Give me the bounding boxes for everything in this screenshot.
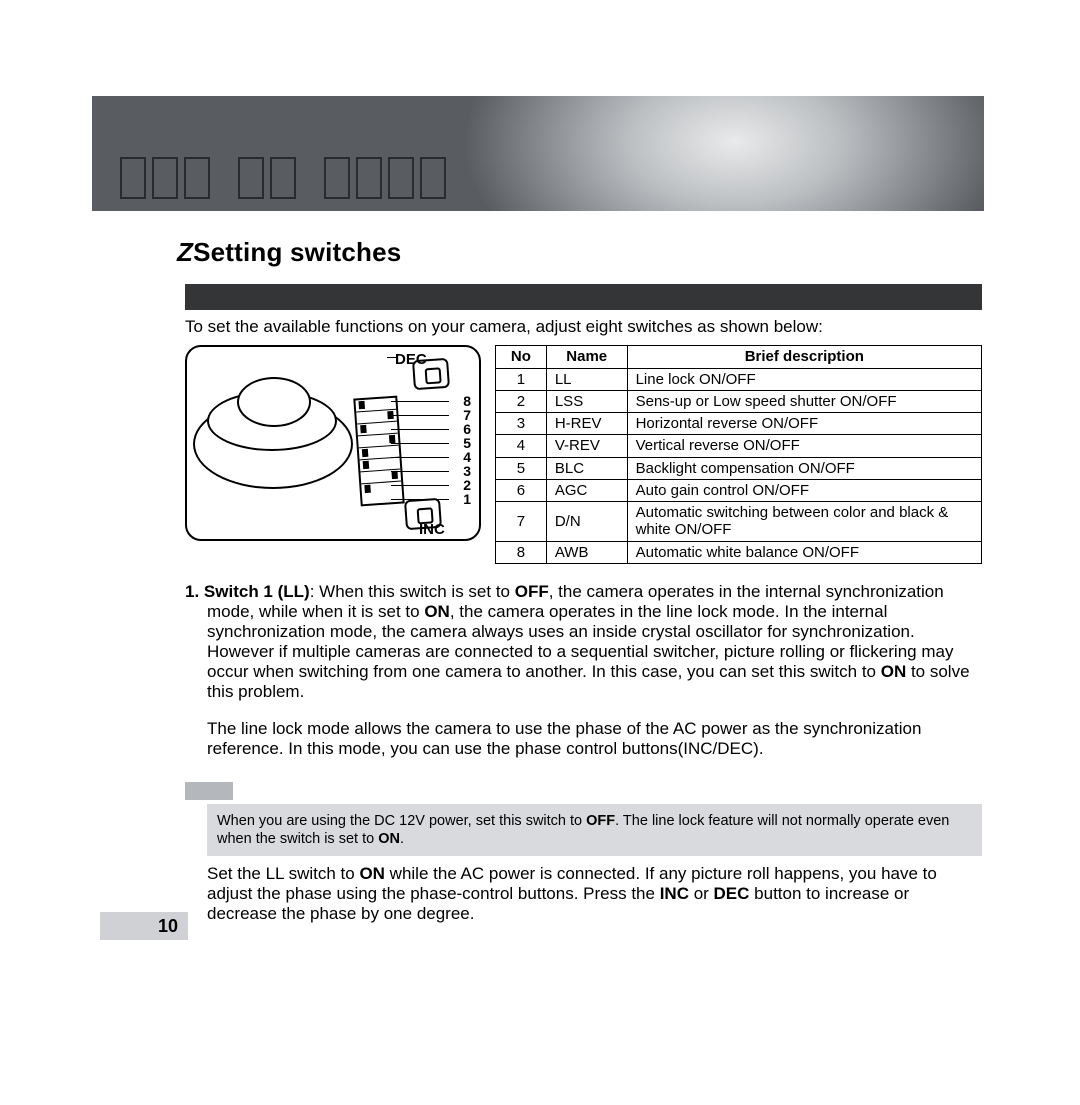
cell-name: H-REV — [546, 413, 627, 435]
header-banner — [92, 96, 984, 211]
note-off: OFF — [586, 813, 615, 829]
table-row: 3H-REVHorizontal reverse ON/OFF — [496, 413, 982, 435]
section-title-text: Setting switches — [193, 237, 401, 267]
table-row: 2LSSSens-up or Low speed shutter ON/OFF — [496, 390, 982, 412]
cell-desc: Auto gain control ON/OFF — [627, 479, 981, 501]
cell-name: AGC — [546, 479, 627, 501]
switch-figure: DEC INC 8 7 6 5 4 3 2 1 — [185, 345, 481, 541]
col-desc: Brief description — [627, 346, 981, 368]
section-subhead-bar — [185, 284, 982, 310]
intro-text: To set the available functions on your c… — [185, 316, 982, 337]
cell-name: LL — [546, 368, 627, 390]
note-on: ON — [378, 831, 400, 847]
table-row: 5BLCBacklight compensation ON/OFF — [496, 457, 982, 479]
page-number-value: 10 — [158, 916, 178, 937]
cell-name: D/N — [546, 502, 627, 542]
cell-name: AWB — [546, 541, 627, 563]
inc-label: INC — [419, 521, 445, 538]
item-number: 1. — [185, 582, 199, 601]
cell-no: 5 — [496, 457, 547, 479]
off-1: OFF — [515, 582, 549, 601]
p1a: : When this switch is set to — [310, 582, 515, 601]
table-row: 8AWBAutomatic white balance ON/OFF — [496, 541, 982, 563]
header-title-glyphs — [120, 157, 452, 199]
cell-desc: Line lock ON/OFF — [627, 368, 981, 390]
cell-name: LSS — [546, 390, 627, 412]
on-1: ON — [424, 602, 450, 621]
cell-desc: Horizontal reverse ON/OFF — [627, 413, 981, 435]
p2: The line lock mode allows the camera to … — [185, 719, 982, 759]
col-no: No — [496, 346, 547, 368]
note-a: When you are using the DC 12V power, set… — [217, 813, 586, 829]
note-box: When you are using the DC 12V power, set… — [207, 804, 982, 856]
fig-num-1: 1 — [463, 491, 471, 507]
note-c: . — [400, 831, 404, 847]
cell-no: 7 — [496, 502, 547, 542]
cell-no: 8 — [496, 541, 547, 563]
cell-desc: Automatic switching between color and bl… — [627, 502, 981, 542]
page-number: 10 — [100, 912, 188, 940]
an-inc: INC — [660, 884, 689, 903]
cell-desc: Backlight compensation ON/OFF — [627, 457, 981, 479]
table-row: 1LLLine lock ON/OFF — [496, 368, 982, 390]
switch-table: No Name Brief description 1LLLine lock O… — [495, 345, 982, 564]
cell-name: BLC — [546, 457, 627, 479]
note-tab — [185, 782, 233, 800]
an-a: Set the LL switch to — [207, 864, 359, 883]
cell-name: V-REV — [546, 435, 627, 457]
cell-no: 2 — [496, 390, 547, 412]
cell-no: 6 — [496, 479, 547, 501]
table-header-row: No Name Brief description — [496, 346, 982, 368]
dec-label: DEC — [395, 351, 427, 368]
an-dec: DEC — [714, 884, 750, 903]
section-title: ZSetting switches — [177, 237, 982, 268]
table-row: 4V-REVVertical reverse ON/OFF — [496, 435, 982, 457]
cell-desc: Automatic white balance ON/OFF — [627, 541, 981, 563]
cell-desc: Sens-up or Low speed shutter ON/OFF — [627, 390, 981, 412]
cell-no: 1 — [496, 368, 547, 390]
table-row: 6AGCAuto gain control ON/OFF — [496, 479, 982, 501]
dip-switch-illustration — [353, 396, 404, 507]
an-on: ON — [359, 864, 385, 883]
item-label: Switch 1 (LL) — [204, 582, 310, 601]
an-c: or — [689, 884, 714, 903]
on-2: ON — [881, 662, 907, 681]
cell-desc: Vertical reverse ON/OFF — [627, 435, 981, 457]
cell-no: 3 — [496, 413, 547, 435]
after-note: Set the LL switch to ON while the AC pow… — [185, 864, 982, 924]
table-row: 7D/NAutomatic switching between color an… — [496, 502, 982, 542]
col-name: Name — [546, 346, 627, 368]
switch-1-description: 1. Switch 1 (LL): When this switch is se… — [185, 582, 982, 925]
cell-no: 4 — [496, 435, 547, 457]
